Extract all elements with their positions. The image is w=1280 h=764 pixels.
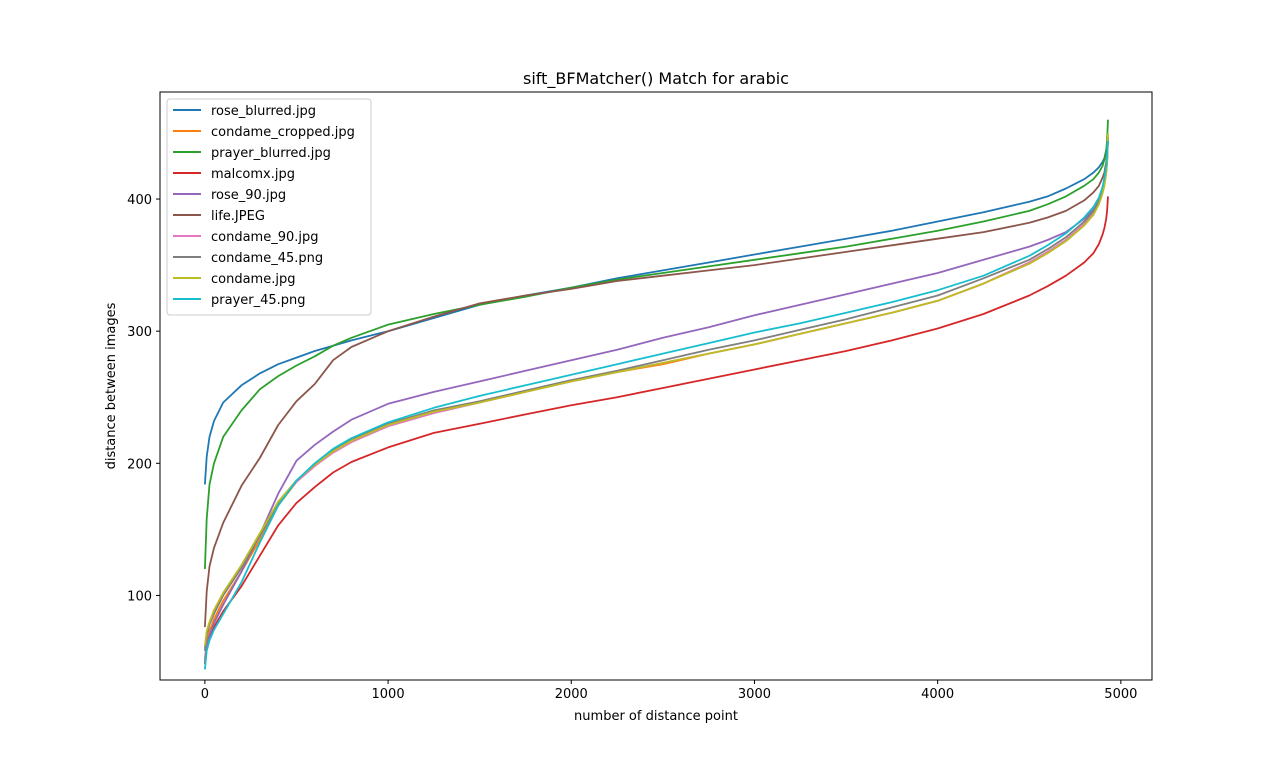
y-axis-label: distance between images xyxy=(104,302,119,469)
plot-frame xyxy=(159,91,1153,681)
legend-label: malcomx.jpg xyxy=(211,167,295,182)
y-tick-label: 300 xyxy=(127,325,152,340)
series-line-9 xyxy=(204,140,1109,670)
x-tick-label: 3000 xyxy=(738,687,771,702)
series-layer xyxy=(204,119,1109,670)
series-line-5 xyxy=(204,136,1109,628)
chart-title: sift_BFMatcher() Match for arabic xyxy=(523,69,789,89)
series-line-2 xyxy=(204,119,1109,570)
series-line-8 xyxy=(204,132,1109,646)
legend-label: prayer_blurred.jpg xyxy=(211,146,331,161)
x-tick-label: 5000 xyxy=(1104,687,1137,702)
series-line-7 xyxy=(204,136,1109,652)
x-axis: 0 1000 2000 3000 4000 5000 xyxy=(201,680,1137,702)
legend-label: rose_blurred.jpg xyxy=(211,104,316,119)
legend-label: condame_90.jpg xyxy=(211,230,319,245)
legend: rose_blurred.jpg condame_cropped.jpgpraye… xyxy=(166,98,372,316)
series-line-3 xyxy=(204,196,1109,665)
x-tick-label: 2000 xyxy=(555,687,588,702)
y-axis: 100 200 300 400 xyxy=(127,193,160,604)
legend-label: condame.jpg xyxy=(211,272,295,287)
y-tick-label: 200 xyxy=(127,457,152,472)
x-tick-label: 4000 xyxy=(921,687,954,702)
series-line-0 xyxy=(204,140,1109,485)
legend-label: condame_45.png xyxy=(211,251,323,266)
y-tick-label: 400 xyxy=(127,193,152,208)
legend-label: prayer_45.png xyxy=(211,293,306,308)
x-tick-label: 1000 xyxy=(372,687,405,702)
legend-box xyxy=(166,98,372,316)
y-tick-label: 100 xyxy=(127,589,152,604)
legend-label: condame_cropped.jpg xyxy=(211,125,355,140)
x-axis-label: number of distance point xyxy=(574,709,738,724)
x-tick-label: 0 xyxy=(201,687,209,702)
legend-label: rose_90.jpg xyxy=(211,188,286,203)
legend-label: life.JPEG xyxy=(211,209,265,224)
